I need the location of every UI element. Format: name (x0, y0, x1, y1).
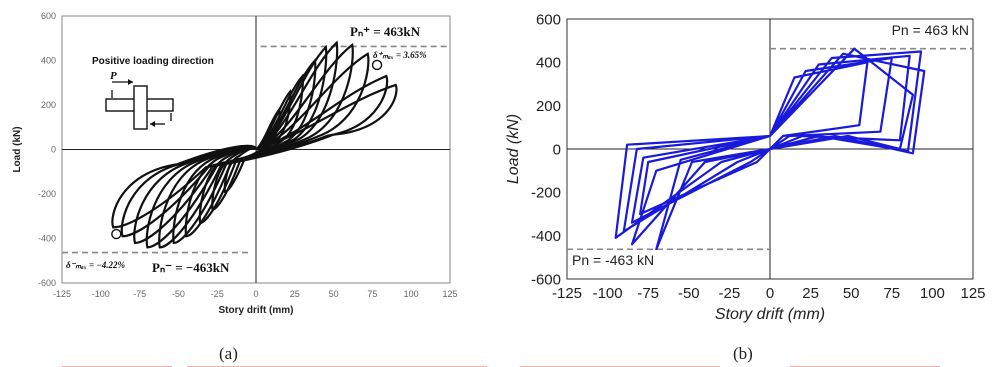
x-tick-label: -75 (637, 285, 659, 302)
x-tick-label: 0 (253, 289, 258, 299)
end-marker (371, 59, 383, 71)
hysteresis-series (614, 47, 926, 251)
x-tick-label: 50 (843, 285, 860, 302)
inset-title: Positive loading direction (92, 56, 214, 67)
x-tick-label: -75 (133, 289, 146, 299)
inset-arrow-head (150, 121, 155, 127)
loading-inset: Positive loading direction P (92, 56, 214, 130)
positive-drift-label: δ⁺ₘₐₓ = 3.65% (373, 50, 427, 60)
inset-load-label: P (110, 70, 117, 82)
y-tick-label: 600 (536, 11, 561, 28)
x-tick-label: -25 (719, 285, 741, 302)
y-tick-label: 400 (41, 56, 56, 66)
ref-label-bg (569, 250, 677, 270)
chart-panel-a: -125 -100 -75 -50 -25 0 25 50 75 100 125 -600 -400 -2… (12, 11, 458, 316)
caption-a: (a) (219, 344, 238, 363)
inset-arrow-head (128, 79, 133, 85)
x-axis-label: Story drift (mm) (715, 306, 825, 323)
y-tick-label: -200 (38, 189, 56, 199)
x-tick-label: 25 (802, 285, 819, 302)
y-axis-label: Load (kN) (12, 126, 23, 172)
y-axis-label: Load (kN) (505, 114, 522, 184)
y-tick-label: -400 (38, 234, 56, 244)
y-tick-label: -600 (38, 278, 56, 288)
negative-drift-label: δ⁻ₘₐₓ = −4.22% (66, 260, 126, 270)
x-tick-label: 25 (290, 289, 300, 299)
y-tick-label: 200 (536, 98, 561, 115)
y-tick-label: -600 (531, 271, 561, 288)
ref-label-bg (880, 20, 972, 40)
x-tick-label: -100 (92, 289, 110, 299)
positive-peak-label: Pₙ⁺ = 463kN (350, 24, 421, 39)
y-tick-label: 200 (41, 100, 56, 110)
caption-b: (b) (733, 344, 753, 363)
x-tick-label: 125 (960, 285, 985, 302)
negative-ref-label: Pn = -463 kN (572, 252, 654, 268)
y-tick-label: -400 (531, 228, 561, 245)
x-tick-label: -125 (53, 289, 71, 299)
inset-column (133, 85, 148, 130)
x-tick-label: 125 (442, 289, 457, 299)
hysteresis-loop (111, 83, 398, 229)
y-tick-label: 0 (553, 141, 561, 158)
y-tick-label: 0 (51, 145, 56, 155)
y-tick-label: 400 (536, 55, 561, 72)
negative-peak-label: Pₙ⁻ = −463kN (152, 260, 230, 275)
chart-panel-b: -125 -100 -75 -50 -25 0 25 50 75 100 125 -600 -400 -2… (505, 11, 986, 323)
y-tick-label: -200 (531, 185, 561, 202)
x-tick-label: 100 (404, 289, 419, 299)
x-tick-label: -50 (172, 289, 185, 299)
x-tick-label: -50 (678, 285, 700, 302)
x-tick-label: 75 (883, 285, 900, 302)
y-tick-label: 600 (41, 11, 56, 21)
x-tick-label: -125 (552, 285, 582, 302)
end-marker (111, 228, 122, 240)
positive-ref-label: Pn = 463 kN (892, 22, 969, 38)
x-tick-label: -100 (593, 285, 623, 302)
x-tick-label: 0 (766, 285, 774, 302)
x-tick-label: 50 (329, 289, 339, 299)
x-tick-label: -25 (211, 289, 224, 299)
x-tick-label: 100 (920, 285, 945, 302)
x-axis-label: Story drift (mm) (219, 305, 294, 316)
x-tick-label: 75 (367, 289, 377, 299)
